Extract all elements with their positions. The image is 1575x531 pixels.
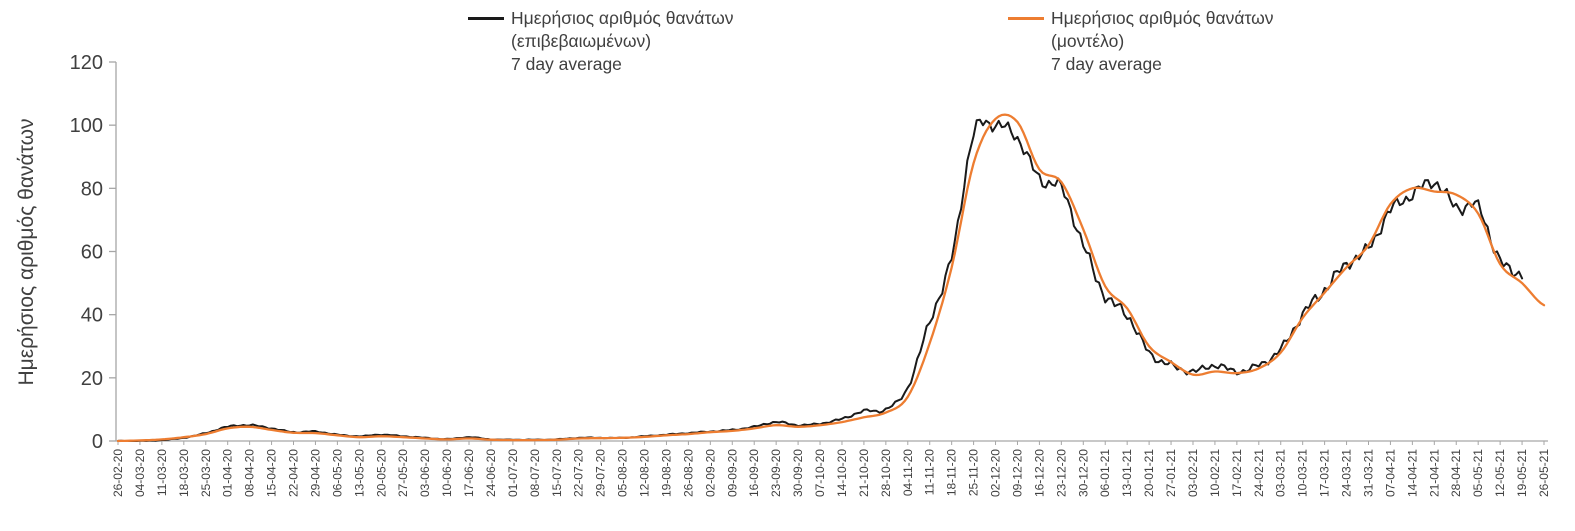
legend-line: Ημερήσιος αριθμός θανάτων — [511, 8, 734, 28]
x-tick-label: 10-06-20 — [440, 449, 454, 497]
x-tick-label: 22-04-20 — [287, 449, 301, 497]
legend-line: (επιβεβαιωμένων) — [511, 31, 652, 51]
x-tick-label: 01-07-20 — [506, 449, 520, 497]
x-tick-label: 29-07-20 — [594, 449, 608, 497]
x-tick-label: 09-09-20 — [725, 449, 739, 497]
legend-line: 7 day average — [1051, 54, 1162, 74]
x-tick-label: 07-10-20 — [813, 449, 827, 497]
x-tick-label: 19-05-21 — [1515, 449, 1529, 497]
x-tick-label: 02-09-20 — [703, 449, 717, 497]
x-tick-label: 24-03-21 — [1340, 449, 1354, 497]
x-tick-label: 17-06-20 — [462, 449, 476, 497]
x-tick-label: 12-05-21 — [1493, 449, 1507, 497]
x-tick-label: 16-09-20 — [747, 449, 761, 497]
x-tick-label: 28-04-21 — [1449, 449, 1463, 497]
x-tick-label: 08-04-20 — [243, 449, 257, 497]
legend-label-confirmed: Ημερήσιος αριθμός θανάτων (επιβεβαιωμένω… — [511, 7, 734, 76]
x-tick-label: 26-02-20 — [111, 449, 125, 497]
x-tick-label: 13-05-20 — [352, 449, 366, 497]
x-tick-label: 23-09-20 — [769, 449, 783, 497]
x-tick-label: 15-04-20 — [265, 449, 279, 497]
legend-entry-model: Ημερήσιος αριθμός θανάτων (μοντέλο) 7 da… — [1008, 7, 1274, 76]
x-tick-label: 11-11-20 — [923, 449, 937, 496]
x-tick-label: 01-04-20 — [221, 449, 235, 497]
x-tick-label: 28-10-20 — [879, 449, 893, 497]
x-tick-label: 22-07-20 — [572, 449, 586, 497]
x-tick-label: 04-11-20 — [901, 449, 915, 496]
y-tick-label: 120 — [70, 52, 103, 74]
x-tick-label: 03-02-21 — [1186, 449, 1200, 497]
legend-line: 7 day average — [511, 54, 622, 74]
x-tick-label: 24-06-20 — [484, 449, 498, 497]
x-tick-label: 21-10-20 — [857, 449, 871, 497]
y-tick-label: 20 — [81, 368, 103, 390]
x-tick-label: 05-05-21 — [1471, 449, 1485, 497]
x-tick-label: 03-03-21 — [1274, 449, 1288, 497]
series-line-model — [116, 113, 1546, 443]
x-tick-label: 02-12-20 — [989, 449, 1003, 497]
y-tick-label: 80 — [81, 178, 103, 200]
x-tick-label: 25-03-20 — [199, 449, 213, 497]
x-tick-label: 03-06-20 — [418, 449, 432, 497]
x-tick-label: 26-08-20 — [681, 449, 695, 497]
y-tick-label: 100 — [70, 115, 103, 137]
series-line-confirmed — [117, 118, 1524, 442]
x-tick-label: 06-01-21 — [1098, 449, 1112, 497]
x-tick-label: 20-05-20 — [374, 449, 388, 497]
x-tick-label: 31-03-21 — [1361, 449, 1375, 497]
y-tick-label: 60 — [81, 242, 103, 264]
x-tick-label: 12-08-20 — [638, 449, 652, 497]
x-tick-label: 18-03-20 — [177, 449, 191, 497]
x-tick-label: 14-10-20 — [835, 449, 849, 497]
x-tick-label: 08-07-20 — [528, 449, 542, 497]
legend-label-model: Ημερήσιος αριθμός θανάτων (μοντέλο) 7 da… — [1051, 7, 1274, 76]
x-tick-label: 17-03-21 — [1318, 449, 1332, 497]
x-tick-label: 13-01-21 — [1120, 449, 1134, 497]
x-tick-label: 25-11-20 — [967, 449, 981, 496]
x-tick-label: 19-08-20 — [659, 449, 673, 497]
legend-line: Ημερήσιος αριθμός θανάτων — [1051, 8, 1274, 28]
x-tick-label: 06-05-20 — [330, 449, 344, 497]
x-tick-label: 27-01-21 — [1164, 449, 1178, 497]
y-tick-label: 0 — [92, 431, 103, 453]
x-tick-label: 10-03-21 — [1296, 449, 1310, 497]
x-tick-label: 21-04-21 — [1427, 449, 1441, 497]
x-tick-label: 07-04-21 — [1383, 449, 1397, 497]
x-tick-label: 20-01-21 — [1142, 449, 1156, 497]
x-tick-label: 11-03-20 — [155, 449, 169, 496]
y-axis-title: Ημερήσιος αριθμός θανάτων — [15, 118, 38, 386]
x-tick-label: 26-05-21 — [1537, 449, 1551, 497]
x-tick-label: 14-04-21 — [1405, 449, 1419, 497]
legend-entry-confirmed: Ημερήσιος αριθμός θανάτων (επιβεβαιωμένω… — [468, 7, 734, 76]
x-tick-label: 27-05-20 — [396, 449, 410, 497]
x-tick-label: 10-02-21 — [1208, 449, 1222, 497]
x-tick-label: 09-12-20 — [1010, 449, 1024, 497]
x-tick-label: 23-12-20 — [1054, 449, 1068, 497]
x-tick-label: 04-03-20 — [133, 449, 147, 497]
x-tick-label: 05-08-20 — [616, 449, 630, 497]
x-tick-label: 16-12-20 — [1032, 449, 1046, 497]
x-tick-label: 29-04-20 — [308, 449, 322, 497]
legend-line: (μοντέλο) — [1051, 31, 1125, 51]
legend-marker-model-line — [1008, 17, 1044, 20]
y-tick-label: 40 — [81, 305, 103, 327]
x-tick-label: 30-09-20 — [791, 449, 805, 497]
x-tick-label: 30-12-20 — [1076, 449, 1090, 497]
x-tick-label: 15-07-20 — [550, 449, 564, 497]
legend-marker-confirmed-line — [468, 17, 504, 20]
x-tick-label: 17-02-21 — [1230, 449, 1244, 497]
x-tick-label: 24-02-21 — [1252, 449, 1266, 497]
x-tick-label: 18-11-20 — [945, 449, 959, 496]
